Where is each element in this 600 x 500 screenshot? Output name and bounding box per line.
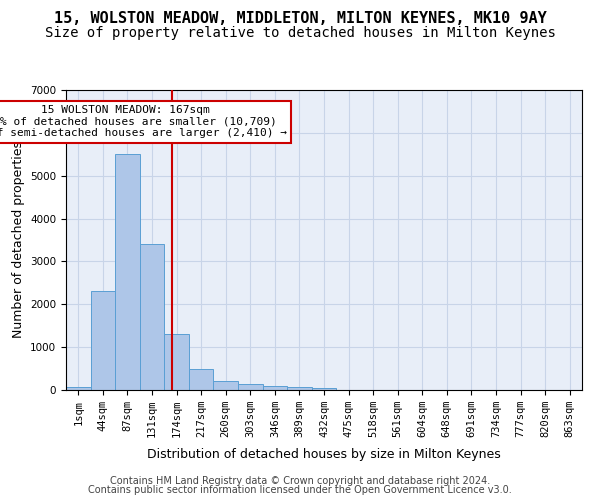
Bar	[263, 386, 287, 390]
Bar	[91, 292, 115, 390]
Text: Contains public sector information licensed under the Open Government Licence v3: Contains public sector information licen…	[88, 485, 512, 495]
Text: 15, WOLSTON MEADOW, MIDDLETON, MILTON KEYNES, MK10 9AY: 15, WOLSTON MEADOW, MIDDLETON, MILTON KE…	[53, 11, 547, 26]
Bar	[238, 384, 263, 390]
Bar	[287, 388, 312, 390]
Text: Size of property relative to detached houses in Milton Keynes: Size of property relative to detached ho…	[44, 26, 556, 40]
Text: Contains HM Land Registry data © Crown copyright and database right 2024.: Contains HM Land Registry data © Crown c…	[110, 476, 490, 486]
Bar	[214, 382, 238, 390]
Bar	[66, 386, 91, 390]
Y-axis label: Number of detached properties: Number of detached properties	[11, 142, 25, 338]
Bar	[164, 334, 189, 390]
Bar	[140, 244, 164, 390]
Bar	[189, 368, 214, 390]
X-axis label: Distribution of detached houses by size in Milton Keynes: Distribution of detached houses by size …	[147, 448, 501, 462]
Bar	[115, 154, 140, 390]
Text: 15 WOLSTON MEADOW: 167sqm
← 81% of detached houses are smaller (10,709)
18% of s: 15 WOLSTON MEADOW: 167sqm ← 81% of detac…	[0, 105, 287, 138]
Bar	[312, 388, 336, 390]
